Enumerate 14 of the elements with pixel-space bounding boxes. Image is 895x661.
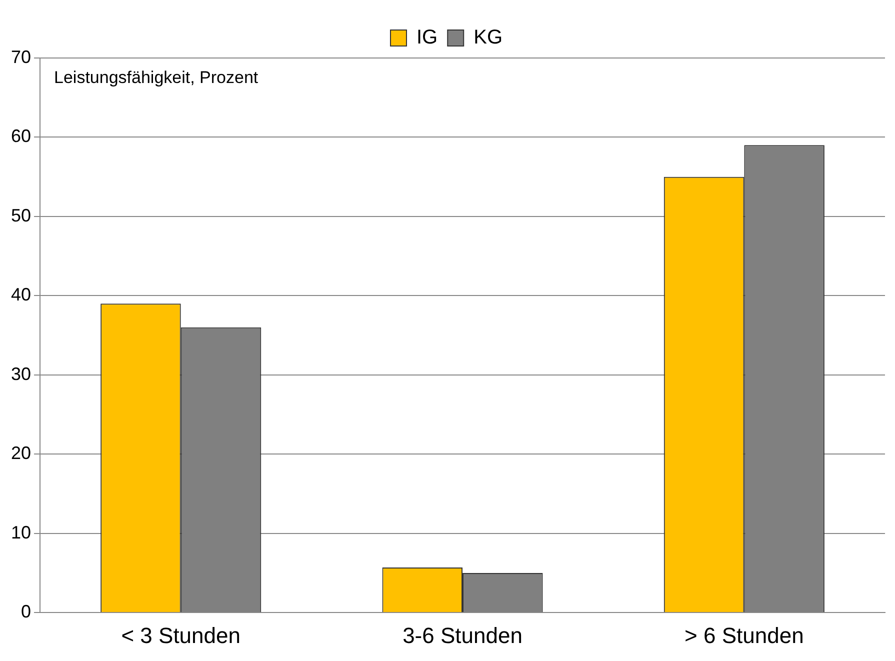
x-tick-label: 3-6 Stunden: [402, 622, 522, 648]
x-tick-label: > 6 Stunden: [684, 622, 804, 648]
x-tick-label: < 3 Stunden: [121, 622, 240, 648]
legend-label: IG: [416, 26, 438, 49]
y-tick-label: 70: [10, 46, 32, 67]
y-tick-label: 20: [10, 443, 32, 464]
legend-label: KG: [474, 26, 503, 49]
y-tick-label: 50: [10, 205, 32, 226]
y-axis-title: Leistungsfähigkeit, Prozent: [54, 68, 258, 88]
y-tick-label: 40: [10, 284, 32, 305]
y-tick-label: 60: [10, 126, 32, 146]
y-tick-label: 10: [10, 522, 32, 542]
y-tick-label: 30: [10, 364, 32, 384]
y-tick-label: 0: [21, 602, 32, 622]
